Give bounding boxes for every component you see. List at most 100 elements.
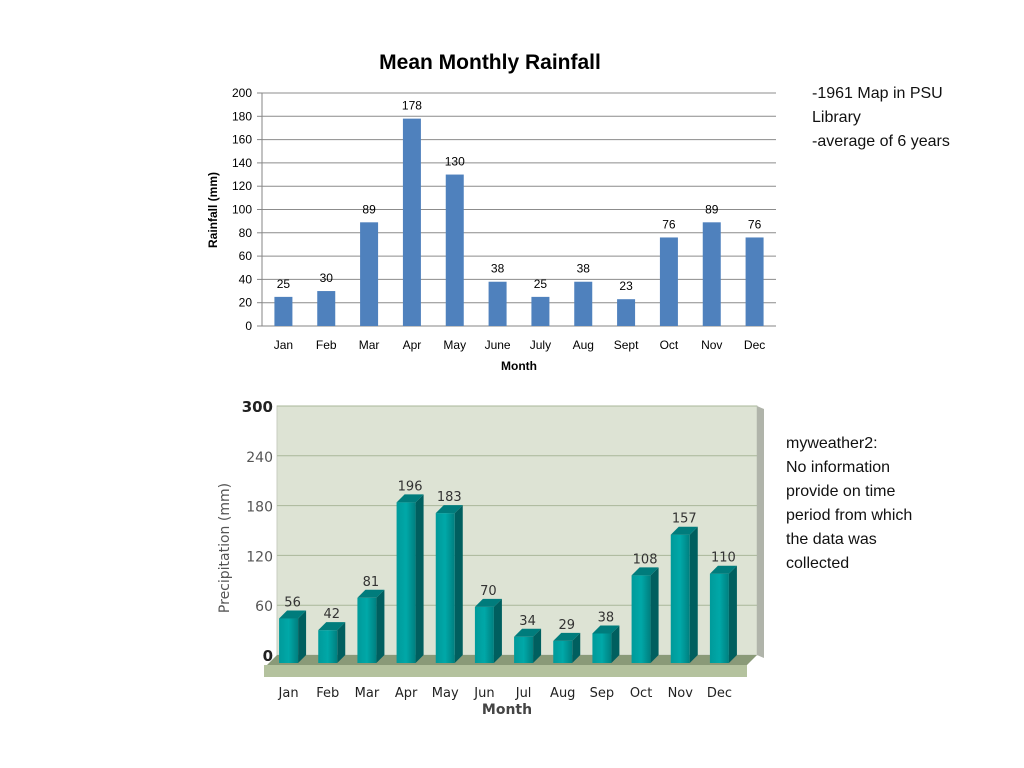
bar-front: [474, 606, 494, 663]
x-tick-label: Jun: [473, 686, 494, 701]
y-tick-label: 0: [263, 647, 273, 665]
bar: [574, 281, 593, 326]
bar: [670, 526, 698, 663]
y-tick-label: 60: [255, 599, 273, 615]
x-tick-labels: Jan Feb Mar Apr May June July Aug Sept Oct Nov Dec: [274, 338, 766, 352]
data-label: 130: [445, 155, 465, 169]
data-label: 110: [711, 551, 736, 566]
x-tick-label: Nov: [701, 338, 722, 352]
x-tick-label: Feb: [316, 686, 339, 701]
bar-side: [376, 589, 385, 663]
data-label: 81: [363, 575, 380, 590]
bar-front: [435, 513, 455, 663]
y-tick-label: 0: [245, 319, 252, 333]
x-tick-label: Feb: [316, 338, 337, 352]
data-label: 23: [619, 279, 633, 293]
bar: [357, 589, 385, 663]
bar: [709, 565, 737, 663]
y-tick-label: 40: [239, 272, 253, 286]
bar-side: [533, 628, 542, 663]
bar-top: [435, 505, 463, 514]
bar: [274, 296, 293, 326]
data-label: 196: [398, 479, 423, 494]
bar-side: [728, 565, 737, 663]
y-tick-label: 60: [239, 249, 253, 263]
bar-front: [670, 534, 690, 663]
bar-side: [298, 610, 307, 663]
bar-front: [318, 630, 338, 663]
x-tick-label: Sept: [614, 338, 639, 352]
bar-top: [631, 567, 659, 576]
x-tick-label: Oct: [630, 686, 652, 701]
bar-top: [553, 632, 581, 641]
data-label: 34: [519, 614, 536, 629]
x-tick-label: Apr: [403, 338, 422, 352]
data-label: 25: [534, 277, 548, 291]
bar: [317, 291, 336, 326]
source-note-1: -1961 Map in PSU Library -average of 6 y…: [812, 85, 950, 150]
bar-side: [650, 567, 659, 663]
x-tick-label: Dec: [744, 338, 765, 352]
bar: [745, 237, 764, 326]
y-tick-labels: 0 20 40 60 80 100 120 140 160 180 200: [232, 86, 252, 333]
x-tick-label: Sep: [590, 686, 615, 701]
bar: [659, 237, 678, 326]
data-label: 108: [633, 552, 658, 567]
rainfall-chart: Mean Monthly Rainfall 0 20 40 60 80 100 120 140…: [206, 51, 776, 373]
bar: [514, 628, 542, 663]
x-axis-label: Month: [482, 702, 532, 718]
x-tick-label: May: [443, 338, 466, 352]
bar: [360, 222, 379, 326]
data-label: 30: [320, 271, 334, 285]
bar: [631, 567, 659, 663]
bar-top: [318, 622, 346, 631]
x-tick-label: Mar: [355, 686, 380, 701]
y-tick-labels: 0 60 120 180 240 300: [242, 398, 273, 665]
bar: [553, 632, 581, 663]
y-axis-label: Precipitation (mm): [217, 483, 233, 613]
data-labels: 25 30 89 178 130 38 25 38 23 76 89 76: [277, 99, 762, 294]
data-label: 76: [662, 217, 676, 231]
bar-top: [396, 494, 424, 503]
bar-side: [572, 632, 581, 663]
data-label: 25: [277, 277, 291, 291]
data-label: 89: [362, 202, 376, 216]
y-tick-label: 180: [246, 500, 273, 516]
source-note-2: myweather2: No information provide on ti…: [786, 435, 913, 572]
data-label: 56: [284, 596, 301, 611]
precipitation-chart: 0 60 120 180 240 300 56 42 81 196 183 70 34 29 38 108 1…: [217, 398, 764, 718]
x-tick-label: Jul: [515, 686, 532, 701]
x-tick-label: Nov: [668, 686, 694, 701]
bar-side: [611, 625, 620, 663]
x-tick-label: Aug: [550, 686, 575, 701]
x-tick-label: Apr: [395, 686, 418, 701]
data-label: 29: [558, 618, 575, 633]
bar: [435, 505, 463, 663]
bar-front: [357, 597, 377, 663]
x-tick-label: June: [485, 338, 511, 352]
y-tick-label: 100: [232, 203, 252, 217]
y-tick-label: 160: [232, 133, 252, 147]
bars: [279, 494, 737, 663]
floor-front: [264, 665, 747, 677]
x-tick-label: July: [530, 338, 551, 352]
bar-side: [689, 526, 698, 663]
x-tick-label: Jan: [278, 686, 299, 701]
y-tick-label: 20: [239, 296, 253, 310]
data-label: 38: [491, 262, 505, 276]
data-label: 42: [323, 607, 340, 622]
bar: [531, 296, 550, 326]
y-tick-label: 120: [246, 549, 273, 565]
x-tick-label: Oct: [660, 338, 679, 352]
bar-side: [415, 494, 424, 663]
bars: [274, 118, 764, 326]
data-label: 70: [480, 584, 497, 599]
bar-front: [514, 636, 534, 663]
bar-side: [454, 505, 463, 663]
bar-top: [474, 598, 502, 607]
x-tick-label: Dec: [707, 686, 732, 701]
data-label: 178: [402, 99, 422, 113]
data-label: 38: [577, 262, 591, 276]
y-gridlines: [257, 92, 776, 327]
x-tick-label: Aug: [573, 338, 594, 352]
